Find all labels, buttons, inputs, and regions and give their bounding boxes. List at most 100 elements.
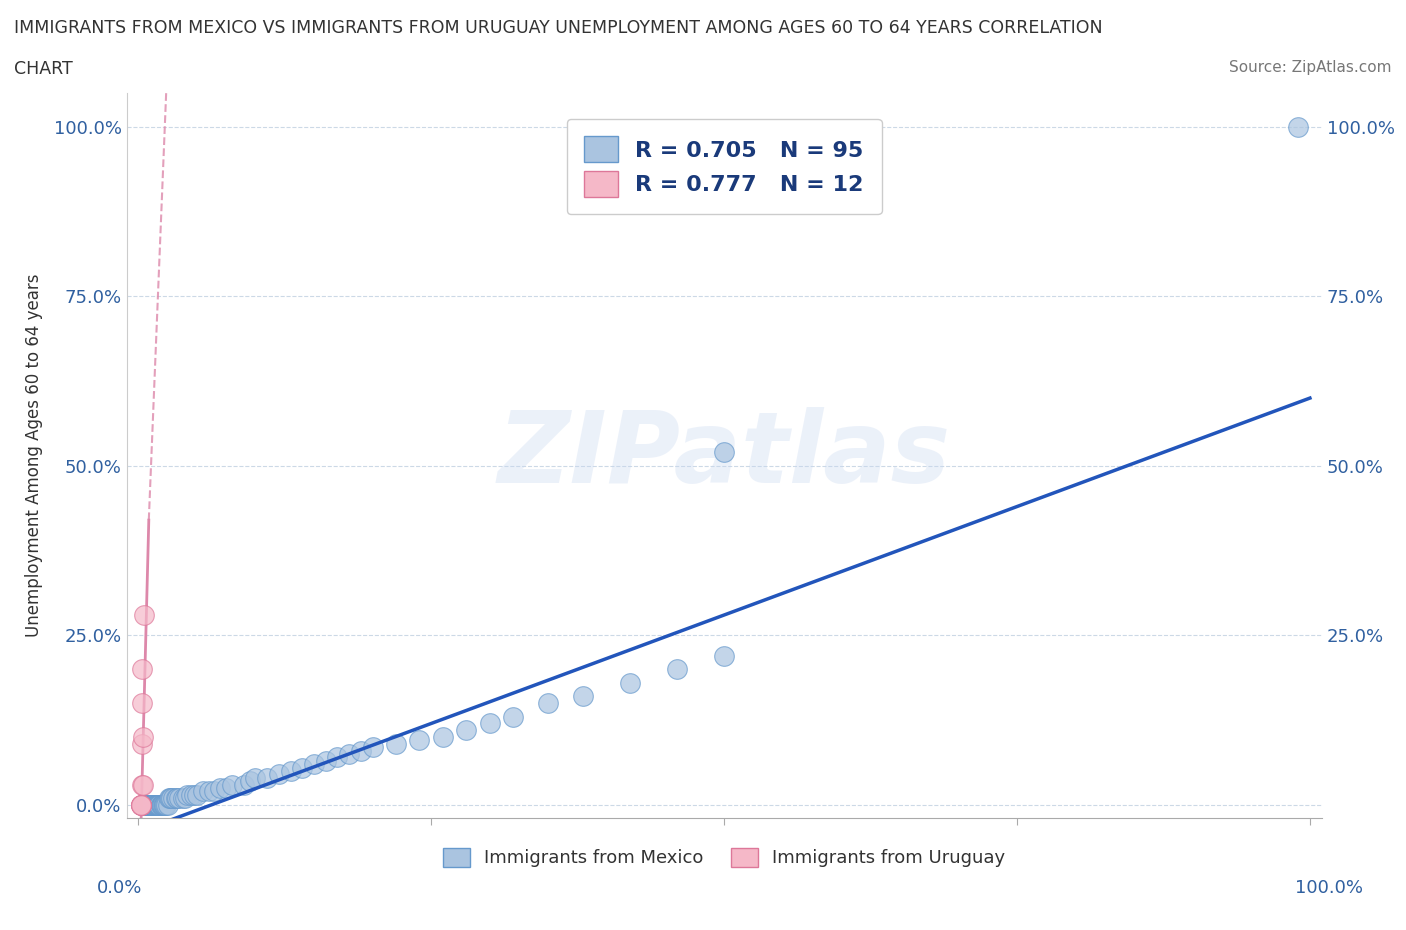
Point [153, 797, 176, 812]
Point [172, 790, 194, 805]
Point [135, 797, 157, 812]
Point [160, 790, 183, 805]
Point [141, 797, 163, 812]
Point [141, 797, 162, 812]
Point [132, 777, 155, 792]
Point [149, 797, 172, 812]
Point [174, 790, 197, 805]
Point [143, 797, 166, 812]
Point [202, 784, 225, 799]
Point [134, 797, 156, 812]
Point [713, 445, 735, 459]
Point [136, 797, 159, 812]
Point [141, 797, 162, 812]
Point [129, 797, 152, 812]
Point [146, 797, 169, 812]
Point [141, 797, 162, 812]
Point [408, 733, 430, 748]
Point [156, 797, 179, 812]
Point [135, 797, 157, 812]
Point [153, 797, 177, 812]
Point [215, 780, 238, 795]
Point [186, 787, 208, 802]
Point [165, 790, 187, 805]
Point [180, 787, 202, 802]
Point [302, 757, 325, 772]
Text: Source: ZipAtlas.com: Source: ZipAtlas.com [1229, 60, 1392, 75]
Point [145, 797, 167, 812]
Point [1286, 119, 1309, 134]
Text: 100.0%: 100.0% [1295, 879, 1362, 897]
Point [149, 797, 172, 812]
Point [191, 784, 214, 799]
Text: IMMIGRANTS FROM MEXICO VS IMMIGRANTS FROM URUGUAY UNEMPLOYMENT AMONG AGES 60 TO : IMMIGRANTS FROM MEXICO VS IMMIGRANTS FRO… [14, 19, 1102, 36]
Point [141, 797, 163, 812]
Point [143, 797, 166, 812]
Point [131, 797, 153, 812]
Text: ZIPatlas: ZIPatlas [498, 407, 950, 504]
Point [150, 797, 173, 812]
Point [350, 743, 373, 758]
Point [162, 790, 184, 805]
Point [209, 780, 232, 795]
Point [159, 790, 181, 805]
Point [197, 784, 219, 799]
Point [134, 797, 156, 812]
Point [129, 797, 152, 812]
Legend: Immigrants from Mexico, Immigrants from Uruguay: Immigrants from Mexico, Immigrants from … [436, 841, 1012, 874]
Point [337, 747, 360, 762]
Point [138, 797, 160, 812]
Point [145, 797, 167, 812]
Point [142, 797, 165, 812]
Text: CHART: CHART [14, 60, 73, 78]
Point [291, 760, 314, 775]
Point [132, 607, 155, 622]
Point [713, 648, 735, 663]
Point [166, 790, 188, 805]
Point [361, 739, 384, 754]
Point [537, 696, 560, 711]
Point [131, 662, 153, 677]
Point [138, 797, 160, 812]
Y-axis label: Unemployment Among Ages 60 to 64 years: Unemployment Among Ages 60 to 64 years [24, 274, 42, 637]
Point [385, 737, 408, 751]
Point [232, 777, 254, 792]
Point [169, 790, 191, 805]
Point [131, 777, 153, 792]
Point [131, 737, 153, 751]
Point [139, 797, 162, 812]
Point [153, 797, 176, 812]
Point [315, 753, 337, 768]
Point [136, 797, 159, 812]
Point [142, 797, 165, 812]
Point [155, 797, 177, 812]
Point [132, 797, 155, 812]
Point [132, 797, 155, 812]
Point [146, 797, 169, 812]
Point [152, 797, 174, 812]
Point [131, 696, 153, 711]
Point [432, 730, 454, 745]
Point [132, 797, 155, 812]
Point [146, 797, 169, 812]
Point [456, 723, 478, 737]
Point [183, 787, 205, 802]
Point [139, 797, 162, 812]
Point [176, 787, 198, 802]
Point [148, 797, 170, 812]
Point [129, 797, 152, 812]
Point [135, 797, 157, 812]
Point [239, 774, 262, 789]
Point [134, 797, 156, 812]
Point [148, 797, 170, 812]
Point [132, 730, 155, 745]
Point [146, 797, 169, 812]
Point [326, 750, 349, 764]
Point [267, 767, 290, 782]
Point [142, 797, 165, 812]
Point [666, 662, 689, 677]
Text: 0.0%: 0.0% [97, 879, 142, 897]
Point [502, 710, 524, 724]
Point [256, 770, 278, 785]
Point [150, 797, 173, 812]
